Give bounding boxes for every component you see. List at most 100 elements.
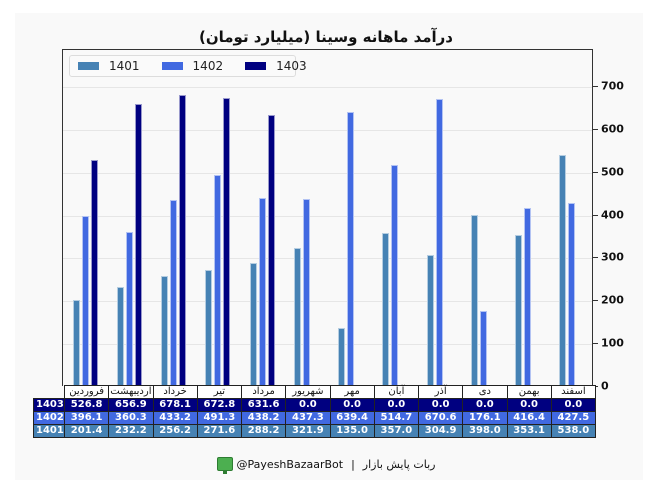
table-cell: 639.4: [329, 411, 375, 425]
bar-1402: [568, 202, 576, 386]
month-header: دی: [462, 385, 508, 399]
legend-label: 1402: [192, 59, 224, 73]
bar-1403: [179, 95, 187, 386]
table-cell: 360.3: [108, 411, 154, 425]
table-cell: 437.3: [285, 411, 331, 425]
table-cell: 0.0: [550, 398, 597, 412]
month-header: مرداد: [240, 385, 287, 399]
table-cell: 201.4: [63, 424, 110, 438]
y-tick: [593, 128, 598, 130]
legend-item: 1401: [78, 59, 140, 73]
month-header: اردیبهشت: [108, 385, 154, 399]
y-axis: 0 100 200 300 400 500 600 700: [593, 49, 633, 393]
bar-1402: [347, 111, 355, 386]
table-cell: 0.0: [329, 398, 375, 412]
bar-1401: [382, 233, 390, 386]
table-cell: 678.1: [152, 398, 198, 412]
bar-1403: [134, 104, 142, 386]
y-tick-label: 300: [601, 250, 624, 264]
table-cell: 433.2: [152, 411, 198, 425]
bar-1401: [72, 299, 80, 386]
footer-separator: |: [351, 457, 355, 471]
table-cell: 538.0: [550, 424, 597, 438]
bar-1402: [479, 310, 487, 386]
bar-1403: [90, 160, 98, 386]
table-cell: 0.0: [462, 398, 508, 412]
gridline: [63, 172, 592, 174]
y-tick-label: 600: [601, 122, 624, 136]
bar-1401: [470, 215, 478, 386]
y-tick-label: 700: [601, 79, 624, 93]
bar-1401: [249, 262, 257, 386]
bar-1401: [338, 328, 346, 386]
bar-1401: [426, 255, 434, 386]
gridline: [63, 215, 592, 217]
table-cell: 427.5: [550, 411, 597, 425]
gridline: [63, 301, 592, 303]
footer-name: ربات پایش بازار: [362, 457, 436, 471]
table-cell: 176.1: [462, 411, 508, 425]
table-cell: 0.0: [373, 398, 420, 412]
bar-1402: [391, 165, 399, 386]
table-row: 1401 201.4 232.2 256.2 271.6 288.2 321.9 135.0 3…: [33, 424, 597, 438]
table-row: 1402 396.1 360.3 433.2 491.3 438.2 437.3 639.4 5…: [33, 411, 597, 425]
y-tick: [593, 214, 598, 216]
y-tick: [593, 343, 598, 345]
legend-label: 1403: [276, 59, 307, 73]
row-label: 1403: [33, 398, 65, 412]
month-header: بهمن: [506, 385, 552, 399]
table-cell: 321.9: [285, 424, 331, 438]
y-tick-label: 100: [601, 336, 624, 350]
table-cell: 631.6: [240, 398, 287, 412]
table-cell: 514.7: [373, 411, 420, 425]
table-cell: 656.9: [108, 398, 154, 412]
table-cell: 416.4: [506, 411, 552, 425]
table-cell: 526.8: [63, 398, 110, 412]
table-cell: 0.0: [506, 398, 552, 412]
bar-1401: [293, 248, 301, 386]
y-tick-label: 500: [601, 165, 624, 179]
y-tick: [593, 386, 598, 387]
bar-1402: [81, 216, 89, 386]
bar-1401: [161, 276, 169, 386]
table-cell: 491.3: [196, 411, 243, 425]
month-header: تیر: [196, 385, 243, 399]
table-cell: 271.6: [196, 424, 243, 438]
bar-1401: [515, 234, 523, 386]
month-header: خرداد: [152, 385, 198, 399]
bar-1402: [302, 198, 310, 386]
bar-1402: [258, 198, 266, 386]
table-cell: 398.0: [462, 424, 508, 438]
month-header: فروردین: [63, 385, 110, 399]
y-tick-label: 200: [601, 293, 624, 307]
legend-label: 1401: [109, 59, 140, 73]
month-header: اسفند: [550, 385, 597, 399]
footer-handle: @PayeshBazaarBot: [236, 457, 344, 471]
legend-swatch: [245, 62, 267, 70]
table-cell: 0.0: [285, 398, 331, 412]
month-header: آذر: [417, 385, 464, 399]
y-tick: [593, 86, 598, 87]
table-cell: 288.2: [240, 424, 287, 438]
legend-item: 1403: [245, 59, 307, 73]
table-cell: 670.6: [417, 411, 464, 425]
footer: @PayeshBazaarBot | ربات پایش بازار: [0, 457, 652, 474]
bar-1401: [205, 269, 213, 386]
table-cell: 0.0: [417, 398, 464, 412]
monitor-bot-icon: [216, 457, 233, 474]
table-row: 1403 526.8 656.9 678.1 672.8 631.6 0.0 0.0 0.0 0.…: [33, 398, 597, 412]
bar-1402: [524, 207, 532, 386]
bar-1403: [267, 115, 275, 386]
table-cell: 304.9: [417, 424, 464, 438]
bar-1402: [435, 98, 443, 386]
chart-title: درآمد ماهانه وسینا (میلیارد تومان): [198, 28, 454, 46]
table-cell: 438.2: [240, 411, 287, 425]
table-cell: 353.1: [506, 424, 552, 438]
data-table: فروردین اردیبهشت خرداد تیر مرداد شهریور مهر آبا…: [33, 385, 597, 438]
gridline: [63, 344, 592, 346]
table-cell: 357.0: [373, 424, 420, 438]
table-cell: 396.1: [63, 411, 110, 425]
month-header: آبان: [373, 385, 420, 399]
table-cell: 232.2: [108, 424, 154, 438]
legend-swatch: [78, 62, 99, 70]
